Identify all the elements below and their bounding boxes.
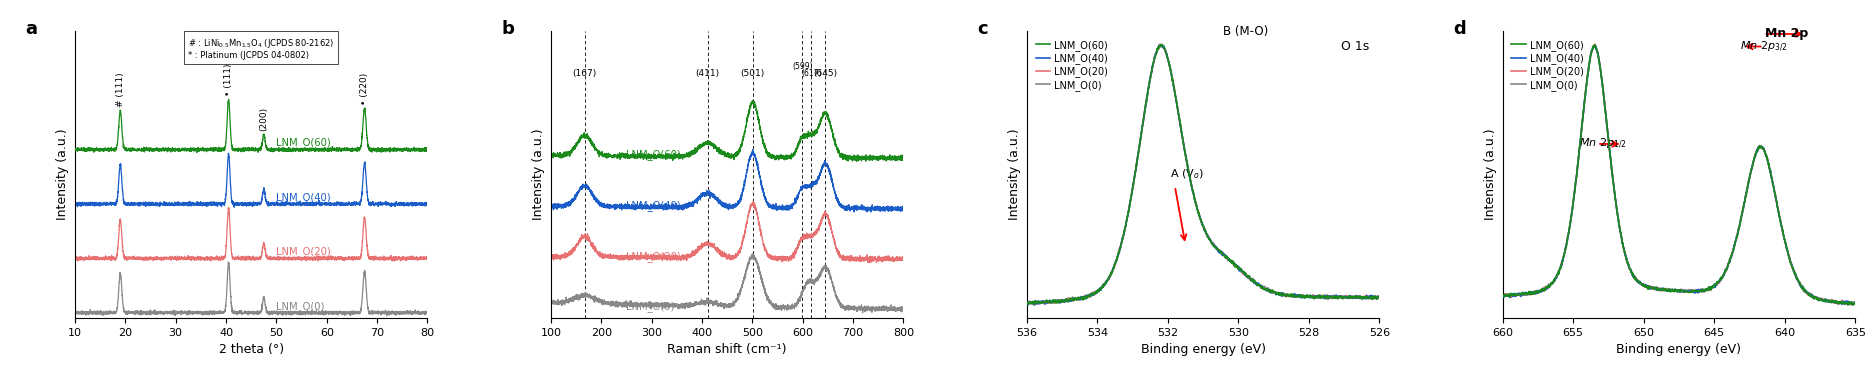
Legend: LNM_O(60), LNM_O(40), LNM_O(20), LNM_O(0): LNM_O(60), LNM_O(40), LNM_O(20), LNM_O(0… bbox=[1506, 36, 1586, 95]
X-axis label: Binding energy (eV): Binding energy (eV) bbox=[1616, 343, 1740, 357]
X-axis label: 2 theta (°): 2 theta (°) bbox=[219, 343, 283, 357]
Text: d: d bbox=[1453, 19, 1465, 38]
Text: c: c bbox=[978, 19, 987, 38]
Y-axis label: Intensity (a.u.): Intensity (a.u.) bbox=[1008, 129, 1021, 220]
X-axis label: Binding energy (eV): Binding energy (eV) bbox=[1141, 343, 1264, 357]
Text: b: b bbox=[502, 19, 513, 38]
Text: # (111): # (111) bbox=[116, 73, 125, 107]
Text: (411): (411) bbox=[695, 69, 719, 78]
Text: (645): (645) bbox=[813, 69, 837, 78]
Text: LNM_O(0): LNM_O(0) bbox=[275, 301, 324, 312]
Text: Mn 2p: Mn 2p bbox=[1764, 28, 1807, 40]
Legend: LNM_O(60), LNM_O(40), LNM_O(20), LNM_O(0): LNM_O(60), LNM_O(40), LNM_O(20), LNM_O(0… bbox=[1032, 36, 1111, 95]
Text: # : LiNi$_{0.5}$Mn$_{1.5}$O$_4$ (JCPDS 80-2162)
* : Platinum (JCPDS 04-0802): # : LiNi$_{0.5}$Mn$_{1.5}$O$_4$ (JCPDS 8… bbox=[187, 37, 333, 60]
Text: • (111): • (111) bbox=[225, 64, 232, 96]
Text: (200): (200) bbox=[258, 107, 268, 131]
Text: $\it{Mn}$ $\it{2p}$$_{3/2}$: $\it{Mn}$ $\it{2p}$$_{3/2}$ bbox=[1738, 40, 1787, 54]
Text: a: a bbox=[26, 19, 37, 38]
Text: (167): (167) bbox=[571, 69, 596, 78]
Text: LNM_O(20): LNM_O(20) bbox=[275, 246, 332, 257]
Y-axis label: Intensity (a.u.): Intensity (a.u.) bbox=[56, 129, 69, 220]
Text: LNM_O(60): LNM_O(60) bbox=[275, 138, 332, 149]
Text: (599): (599) bbox=[792, 62, 813, 71]
Text: LNM_O(60): LNM_O(60) bbox=[626, 149, 680, 161]
Text: LNM_O(40): LNM_O(40) bbox=[275, 192, 332, 203]
Text: O 1s: O 1s bbox=[1339, 40, 1367, 53]
Text: $\it{Mn}$ $\it{2p}$$_{1/2}$: $\it{Mn}$ $\it{2p}$$_{1/2}$ bbox=[1579, 137, 1626, 151]
Y-axis label: Intensity (a.u.): Intensity (a.u.) bbox=[532, 129, 545, 220]
Text: LNM_O(40): LNM_O(40) bbox=[626, 200, 680, 211]
Text: • (220): • (220) bbox=[360, 73, 369, 105]
Text: LNM_O(20): LNM_O(20) bbox=[626, 251, 680, 262]
X-axis label: Raman shift (cm⁻¹): Raman shift (cm⁻¹) bbox=[667, 343, 787, 357]
Y-axis label: Intensity (a.u.): Intensity (a.u.) bbox=[1483, 129, 1497, 220]
Text: (501): (501) bbox=[740, 69, 764, 78]
Text: B (M-O): B (M-O) bbox=[1221, 25, 1268, 38]
Text: LNM_O(0): LNM_O(0) bbox=[626, 301, 674, 312]
Text: A (V$_o$): A (V$_o$) bbox=[1169, 167, 1202, 181]
Text: (617): (617) bbox=[800, 69, 820, 78]
